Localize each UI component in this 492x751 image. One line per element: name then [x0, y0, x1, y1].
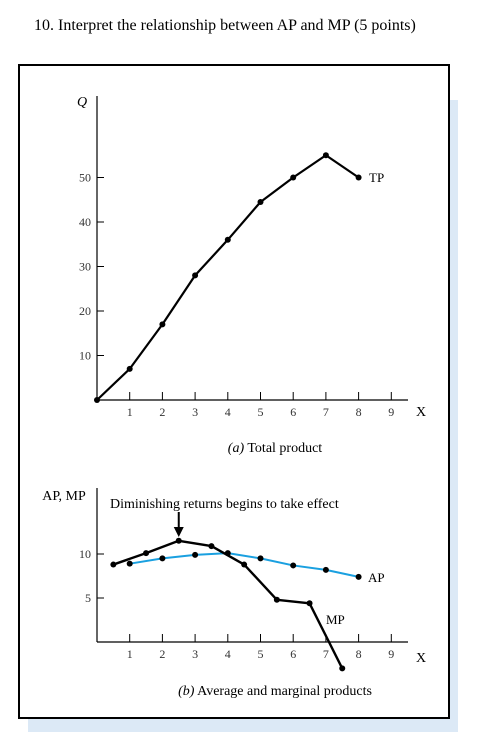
caption-b: (b) Average and marginal products — [178, 684, 372, 699]
data-point-tp — [257, 198, 264, 205]
data-point-ap — [192, 551, 199, 558]
x-tick-label: 6 — [290, 647, 296, 661]
series-line-tp — [96, 154, 360, 401]
y-ticks: 10 20 30 40 50 — [79, 171, 104, 363]
y-axis-label: AP, MP — [42, 489, 86, 504]
x-tick-label: 9 — [388, 647, 394, 661]
x-tick-label: 7 — [323, 405, 329, 419]
y-tick-label: 30 — [79, 260, 91, 274]
y-tick-label: 20 — [79, 304, 91, 318]
x-tick-label: 4 — [225, 405, 231, 419]
x-axis-label: X — [416, 405, 426, 420]
data-point-tp — [94, 397, 100, 403]
data-point-mp — [273, 596, 280, 603]
data-point-mp — [143, 550, 150, 557]
series-line-ap — [129, 552, 359, 578]
data-point-tp — [192, 272, 199, 279]
data-point-mp — [175, 537, 182, 544]
annotation-arrow — [173, 512, 184, 537]
caption-a-text: Total product — [247, 441, 322, 456]
data-point-ap — [290, 562, 297, 569]
caption-b-text: Average and marginal products — [197, 684, 372, 699]
data-point-ap — [355, 573, 362, 580]
average-marginal-panel: AP, MP X Diminishing returns begins to t… — [42, 488, 426, 699]
question-text: 10. Interpret the relationship between A… — [34, 17, 416, 34]
data-point-mp — [241, 561, 248, 568]
series-layer — [94, 152, 362, 403]
x-tick-label: 3 — [192, 647, 198, 661]
annotation-text: Diminishing returns begins to take effec… — [110, 497, 339, 512]
data-point-mp — [208, 543, 215, 550]
total-product-panel: Q X 10 20 30 40 50 1 2 3 4 5 6 7 8 9 TP (a) Total pr… — [77, 95, 426, 456]
y-tick-label: 5 — [85, 591, 91, 605]
y-tick-label: 40 — [79, 215, 91, 229]
x-tick-label: 2 — [159, 647, 165, 661]
data-point-ap — [126, 560, 133, 567]
data-point-tp — [126, 365, 133, 372]
x-tick-label: 1 — [127, 647, 133, 661]
series-label-tp: TP — [369, 170, 384, 185]
x-axis-label: X — [416, 651, 426, 666]
series-layer — [110, 537, 362, 672]
x-tick-label: 1 — [127, 405, 133, 419]
data-point-tp — [159, 321, 166, 328]
x-tick-label: 8 — [356, 405, 362, 419]
series-label-mp: MP — [326, 612, 345, 627]
data-point-ap — [322, 566, 329, 573]
data-point-tp — [224, 236, 231, 243]
x-ticks: 1 2 3 4 5 6 7 8 9 — [127, 392, 394, 419]
y-ticks: 5 10 — [79, 547, 104, 605]
caption-a-letter: (a) — [228, 441, 245, 456]
caption-b-letter: (b) — [178, 684, 195, 699]
series-label-ap: AP — [368, 570, 385, 585]
arrow-head — [173, 527, 184, 537]
data-point-ap — [257, 555, 264, 562]
x-tick-label: 9 — [388, 405, 394, 419]
data-point-tp — [355, 174, 362, 181]
data-point-tp — [322, 152, 329, 159]
x-tick-label: 6 — [290, 405, 296, 419]
data-point-mp — [306, 600, 313, 607]
x-tick-label: 4 — [225, 647, 231, 661]
x-tick-label: 2 — [159, 405, 165, 419]
data-point-tp — [290, 174, 297, 181]
x-ticks: 1 2 3 4 5 6 7 8 9 — [127, 634, 394, 661]
y-tick-label: 10 — [79, 349, 91, 363]
figure-frame — [18, 64, 450, 719]
x-tick-label: 8 — [356, 647, 362, 661]
y-axis-label: Q — [77, 95, 87, 110]
data-point-ap — [159, 555, 166, 562]
y-tick-label: 10 — [79, 547, 91, 561]
data-point-mp — [110, 561, 117, 568]
x-tick-label: 5 — [258, 405, 264, 419]
x-tick-label: 3 — [192, 405, 198, 419]
y-tick-label: 50 — [79, 171, 91, 185]
series-line-mp — [112, 539, 344, 669]
x-tick-label: 7 — [323, 647, 329, 661]
data-point-mp — [339, 665, 346, 672]
caption-a: (a) Total product — [228, 441, 323, 456]
x-tick-label: 5 — [258, 647, 264, 661]
